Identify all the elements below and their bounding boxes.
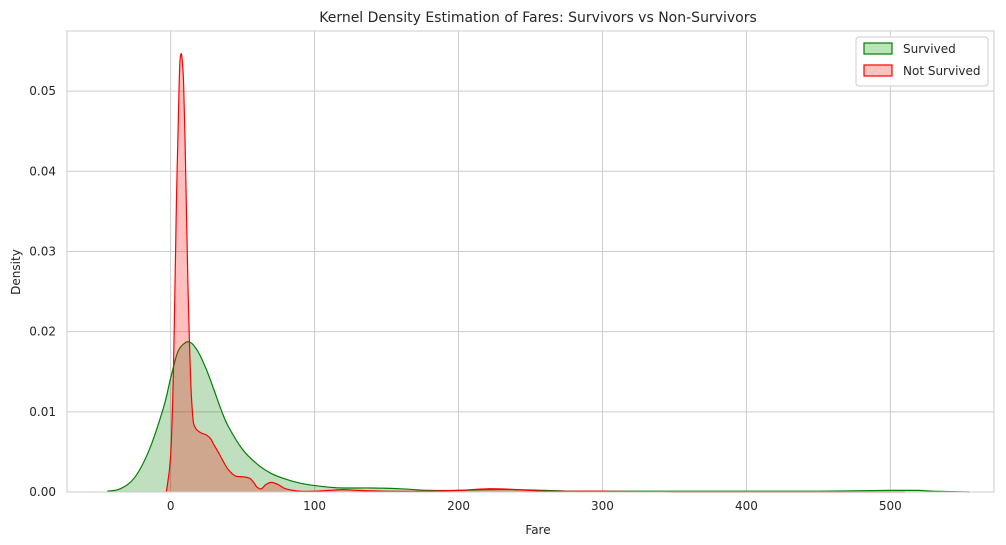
legend-swatch-survived	[863, 42, 893, 55]
legend: Survived Not Survived	[855, 36, 989, 87]
plot-frame	[66, 30, 995, 493]
y-tick-label: 0.00	[29, 485, 56, 499]
series-line-survived	[107, 341, 970, 493]
legend-swatch-not-survived	[863, 64, 893, 77]
y-tick-label: 0.03	[29, 244, 56, 258]
x-tick-label: 400	[735, 499, 758, 513]
x-tick-labels: 0 100 200 300 400 500	[167, 499, 902, 513]
y-tick-label: 0.04	[29, 164, 56, 178]
x-tick-label: 0	[167, 499, 175, 513]
y-tick-label: 0.01	[29, 405, 56, 419]
y-axis-title: Density	[9, 249, 23, 295]
x-tick-label: 100	[303, 499, 326, 513]
x-tick-label: 200	[447, 499, 470, 513]
chart-title: Kernel Density Estimation of Fares: Surv…	[319, 10, 757, 26]
legend-label-survived: Survived	[903, 42, 956, 56]
y-tick-label: 0.02	[29, 325, 56, 339]
x-axis-title: Fare	[525, 523, 550, 537]
series-line-not-survived	[165, 53, 905, 493]
series-layer	[107, 53, 970, 493]
y-tick-labels: 0.00 0.01 0.02 0.03 0.04 0.05	[29, 84, 56, 499]
x-tick-label: 300	[591, 499, 614, 513]
x-tick-label: 500	[879, 499, 902, 513]
series-area-survived	[107, 341, 970, 492]
series-area-not-survived	[166, 53, 905, 493]
legend-label-not-survived: Not Survived	[903, 64, 981, 78]
y-tick-label: 0.05	[29, 84, 56, 98]
